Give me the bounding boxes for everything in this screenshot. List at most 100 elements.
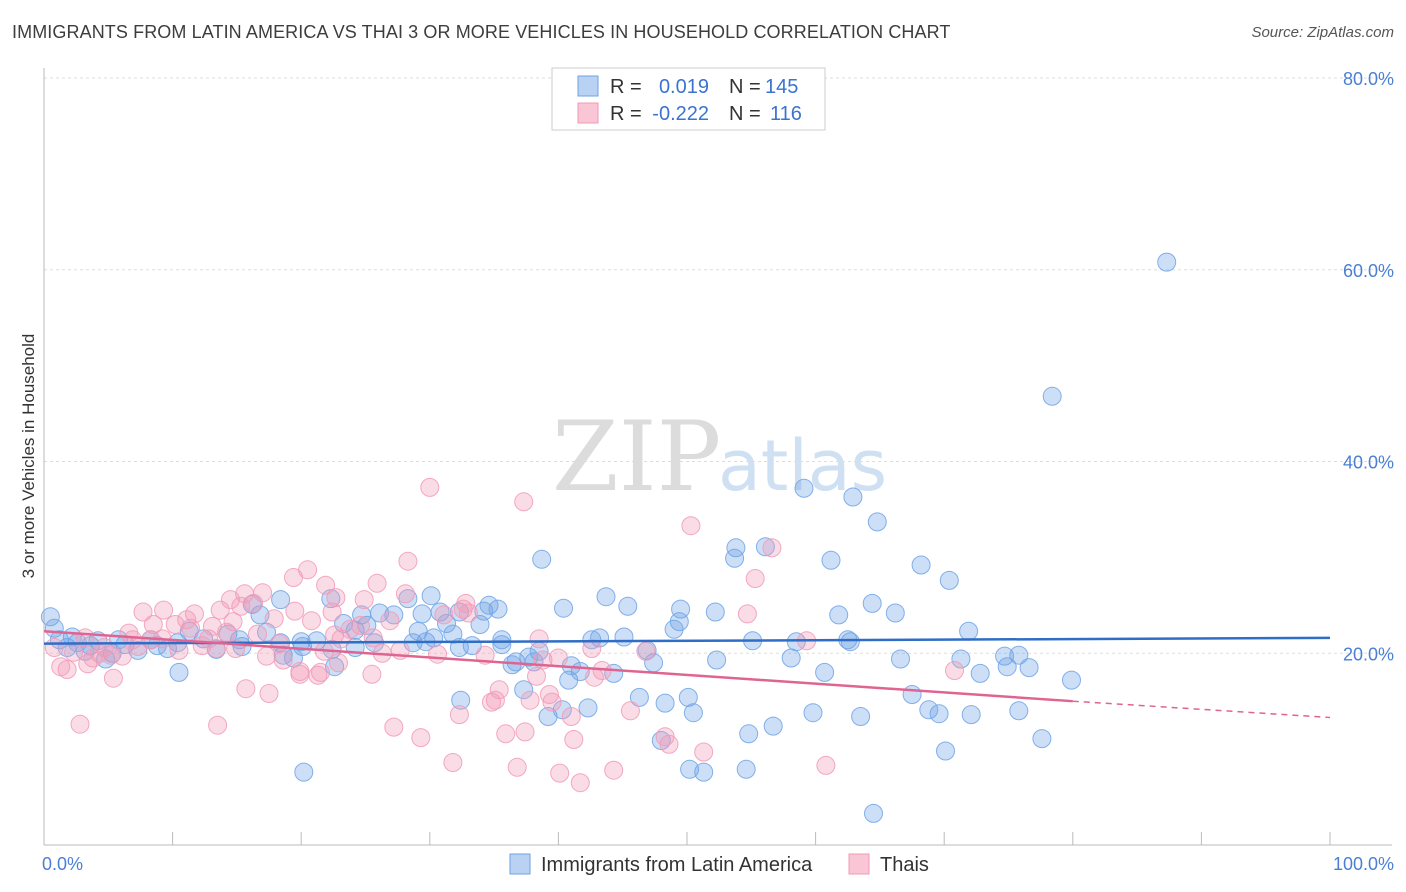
point-1-51 <box>298 560 318 580</box>
point-1-20 <box>154 600 174 620</box>
point-0-26 <box>250 605 270 625</box>
point-0-98 <box>694 762 714 782</box>
x-axis-ticks <box>43 832 1331 845</box>
point-0-50 <box>412 604 432 624</box>
point-0-101 <box>725 548 745 568</box>
point-0-129 <box>939 570 959 590</box>
point-1-79 <box>449 705 469 725</box>
legend-n-value-1: 145 <box>765 76 798 98</box>
point-0-136 <box>1009 645 1029 665</box>
point-0-122 <box>885 603 905 623</box>
legend-r-label-2: R = <box>610 103 642 125</box>
point-0-140 <box>1042 386 1062 406</box>
bottom-legend-label-pink: Thais <box>880 854 929 876</box>
point-0-95 <box>678 687 698 707</box>
point-0-47 <box>398 589 418 609</box>
x-tick-label-min: 0.0% <box>42 854 83 874</box>
point-1-85 <box>485 690 505 710</box>
point-1-43 <box>259 684 279 703</box>
watermark-atlas: atlas <box>718 425 887 507</box>
point-0-113 <box>821 550 841 570</box>
point-0-97 <box>683 703 703 723</box>
point-1-96 <box>542 692 562 712</box>
point-1-98 <box>550 763 570 783</box>
point-0-141 <box>1062 670 1081 690</box>
point-1-63 <box>350 615 370 635</box>
point-0-94 <box>671 599 691 619</box>
point-1-102 <box>582 639 602 658</box>
point-1-116 <box>816 755 836 775</box>
y-tick-label-20: 20.0% <box>1343 644 1394 664</box>
point-1-114 <box>762 538 782 558</box>
point-1-117 <box>945 661 964 680</box>
point-1-74 <box>411 728 431 748</box>
point-0-66 <box>492 635 512 655</box>
point-1-100 <box>564 730 584 749</box>
point-1-2 <box>57 660 77 679</box>
point-0-45 <box>370 603 390 623</box>
point-0-119 <box>864 803 883 823</box>
point-1-41 <box>253 583 273 603</box>
point-1-33 <box>221 590 240 610</box>
point-1-54 <box>311 662 330 682</box>
point-1-73 <box>398 551 418 571</box>
point-0-108 <box>781 648 801 668</box>
point-1-48 <box>285 601 305 621</box>
point-1-57 <box>322 602 342 622</box>
point-0-131 <box>959 621 979 641</box>
stats-legend: R = 0.019 N = 145 R = -0.222 N = 116 <box>551 67 826 131</box>
point-1-24 <box>181 618 201 638</box>
point-0-73 <box>532 549 552 569</box>
point-1-97 <box>548 648 568 668</box>
point-0-96 <box>680 759 700 779</box>
watermark: ZIP atlas <box>552 401 887 513</box>
point-1-72 <box>395 584 415 604</box>
point-1-82 <box>458 603 478 623</box>
point-1-56 <box>316 575 336 595</box>
point-1-46 <box>273 650 293 670</box>
y-tick-label-40: 40.0% <box>1343 453 1394 473</box>
point-0-107 <box>763 716 783 736</box>
point-1-67 <box>367 573 387 593</box>
point-1-90 <box>515 722 535 742</box>
point-1-89 <box>514 492 534 512</box>
point-1-91 <box>520 690 540 710</box>
point-0-83 <box>596 587 616 607</box>
y-axis-label: 3 or more Vehicles in Household <box>19 334 38 579</box>
point-1-69 <box>380 611 400 631</box>
point-0-38 <box>325 657 345 677</box>
point-1-99 <box>561 707 581 726</box>
legend-r-value-1: 0.019 <box>659 76 709 98</box>
point-1-0 <box>44 638 64 657</box>
point-1-76 <box>428 644 447 664</box>
gridlines <box>44 77 1392 654</box>
point-1-38 <box>236 679 256 699</box>
point-0-91 <box>655 693 675 713</box>
source-label: Source: ZipAtlas.com <box>1251 24 1394 41</box>
point-0-132 <box>961 705 981 725</box>
point-0-125 <box>911 555 931 575</box>
y-tick-label-60: 60.0% <box>1343 261 1394 281</box>
point-0-103 <box>736 759 756 779</box>
chart-title: IMMIGRANTS FROM LATIN AMERICA VS THAI 3 … <box>12 22 951 42</box>
point-1-36 <box>231 596 251 616</box>
point-1-50 <box>290 664 310 684</box>
point-1-88 <box>507 757 527 777</box>
point-1-21 <box>165 615 185 634</box>
point-1-87 <box>496 724 516 744</box>
point-1-105 <box>604 760 624 780</box>
point-0-69 <box>514 680 534 700</box>
point-0-126 <box>919 700 939 720</box>
point-1-107 <box>636 641 656 661</box>
point-0-111 <box>803 703 823 723</box>
legend-swatch-blue <box>577 75 599 97</box>
point-1-25 <box>185 604 204 624</box>
point-1-32 <box>217 622 237 642</box>
point-0-109 <box>786 632 806 652</box>
point-1-92 <box>527 666 546 686</box>
point-1-34 <box>223 612 243 632</box>
point-0-54 <box>430 602 450 622</box>
point-1-65 <box>362 664 382 684</box>
point-1-106 <box>620 701 640 721</box>
